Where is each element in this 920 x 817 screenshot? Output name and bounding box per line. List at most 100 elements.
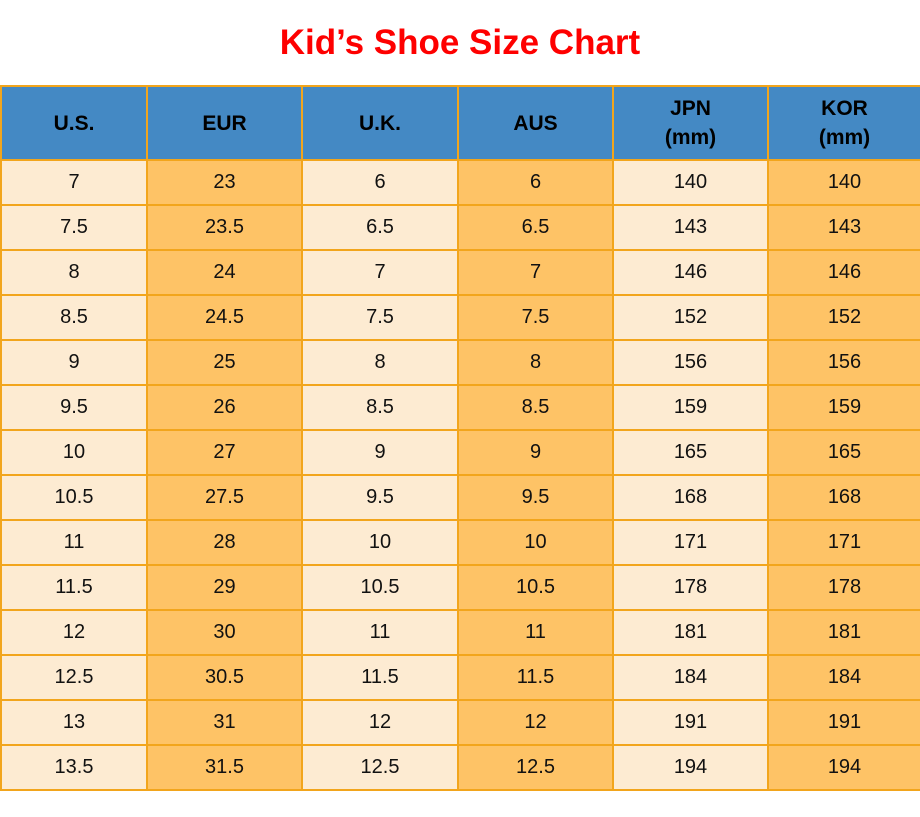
cell-us: 9.5 <box>0 384 148 431</box>
cell-jpn: 171 <box>612 519 769 566</box>
cell-us: 13 <box>0 699 148 746</box>
cell-jpn: 143 <box>612 204 769 251</box>
cell-kor: 184 <box>767 654 920 701</box>
cell-kor: 181 <box>767 609 920 656</box>
cell-eur: 27 <box>146 429 303 476</box>
table-body: 7 23 6 6 140 140 7.5 23.5 6.5 6.5 143 143 8 24 7 7 146 14… <box>0 159 920 791</box>
cell-aus: 7 <box>457 249 614 296</box>
cell-kor: 165 <box>767 429 920 476</box>
table-row: 7.5 23.5 6.5 6.5 143 143 <box>0 204 920 251</box>
cell-uk: 11 <box>301 609 459 656</box>
cell-eur: 25 <box>146 339 303 386</box>
column-header-us: U.S. <box>0 85 148 161</box>
cell-aus: 6 <box>457 159 614 206</box>
cell-jpn: 165 <box>612 429 769 476</box>
column-unit: (mm) <box>664 126 717 149</box>
cell-uk: 12.5 <box>301 744 459 791</box>
cell-eur: 31.5 <box>146 744 303 791</box>
cell-aus: 8.5 <box>457 384 614 431</box>
column-header-uk: U.K. <box>301 85 459 161</box>
cell-jpn: 184 <box>612 654 769 701</box>
cell-kor: 194 <box>767 744 920 791</box>
cell-jpn: 168 <box>612 474 769 521</box>
cell-us: 12.5 <box>0 654 148 701</box>
column-label: JPN <box>670 97 711 120</box>
cell-kor: 152 <box>767 294 920 341</box>
column-label: U.S. <box>53 111 95 135</box>
cell-eur: 30 <box>146 609 303 656</box>
table-header-row: U.S. EUR U.K. AUS JPN (mm) KOR (mm) <box>0 85 920 161</box>
cell-uk: 10 <box>301 519 459 566</box>
cell-aus: 11.5 <box>457 654 614 701</box>
table-row: 11 28 10 10 171 171 <box>0 519 920 566</box>
column-unit: (mm) <box>818 126 871 149</box>
cell-aus: 10 <box>457 519 614 566</box>
cell-us: 10.5 <box>0 474 148 521</box>
cell-uk: 8 <box>301 339 459 386</box>
table-row: 9 25 8 8 156 156 <box>0 339 920 386</box>
column-label: U.K. <box>359 111 401 135</box>
column-label: AUS <box>513 111 558 135</box>
cell-us: 10 <box>0 429 148 476</box>
cell-uk: 12 <box>301 699 459 746</box>
cell-eur: 24.5 <box>146 294 303 341</box>
cell-kor: 143 <box>767 204 920 251</box>
cell-aus: 9.5 <box>457 474 614 521</box>
cell-eur: 26 <box>146 384 303 431</box>
cell-kor: 191 <box>767 699 920 746</box>
cell-uk: 7 <box>301 249 459 296</box>
cell-eur: 28 <box>146 519 303 566</box>
cell-uk: 6 <box>301 159 459 206</box>
cell-aus: 12 <box>457 699 614 746</box>
cell-uk: 9.5 <box>301 474 459 521</box>
column-header-kor: KOR (mm) <box>767 85 920 161</box>
cell-jpn: 181 <box>612 609 769 656</box>
cell-aus: 8 <box>457 339 614 386</box>
cell-aus: 9 <box>457 429 614 476</box>
column-header-eur: EUR <box>146 85 303 161</box>
cell-uk: 7.5 <box>301 294 459 341</box>
table-row: 9.5 26 8.5 8.5 159 159 <box>0 384 920 431</box>
cell-us: 11 <box>0 519 148 566</box>
shoe-size-table: U.S. EUR U.K. AUS JPN (mm) KOR (mm) 7 23 6 6 140 140… <box>0 85 920 791</box>
cell-us: 12 <box>0 609 148 656</box>
table-row: 10.5 27.5 9.5 9.5 168 168 <box>0 474 920 521</box>
table-row: 11.5 29 10.5 10.5 178 178 <box>0 564 920 611</box>
cell-jpn: 140 <box>612 159 769 206</box>
column-label: EUR <box>202 111 247 135</box>
page-title: Kid’s Shoe Size Chart <box>279 22 641 62</box>
cell-aus: 12.5 <box>457 744 614 791</box>
cell-us: 13.5 <box>0 744 148 791</box>
cell-kor: 171 <box>767 519 920 566</box>
title-bar: Kid’s Shoe Size Chart <box>0 0 920 85</box>
cell-jpn: 194 <box>612 744 769 791</box>
table-row: 13.5 31.5 12.5 12.5 194 194 <box>0 744 920 791</box>
cell-jpn: 152 <box>612 294 769 341</box>
cell-eur: 23.5 <box>146 204 303 251</box>
cell-kor: 159 <box>767 384 920 431</box>
cell-eur: 24 <box>146 249 303 296</box>
cell-us: 8.5 <box>0 294 148 341</box>
cell-eur: 27.5 <box>146 474 303 521</box>
cell-kor: 140 <box>767 159 920 206</box>
cell-eur: 23 <box>146 159 303 206</box>
cell-jpn: 191 <box>612 699 769 746</box>
table-row: 7 23 6 6 140 140 <box>0 159 920 206</box>
cell-kor: 156 <box>767 339 920 386</box>
cell-jpn: 156 <box>612 339 769 386</box>
cell-eur: 31 <box>146 699 303 746</box>
table-row: 12 30 11 11 181 181 <box>0 609 920 656</box>
table-row: 8.5 24.5 7.5 7.5 152 152 <box>0 294 920 341</box>
cell-aus: 7.5 <box>457 294 614 341</box>
cell-aus: 10.5 <box>457 564 614 611</box>
cell-us: 11.5 <box>0 564 148 611</box>
table-row: 12.5 30.5 11.5 11.5 184 184 <box>0 654 920 701</box>
cell-jpn: 159 <box>612 384 769 431</box>
table-row: 13 31 12 12 191 191 <box>0 699 920 746</box>
cell-kor: 178 <box>767 564 920 611</box>
cell-uk: 8.5 <box>301 384 459 431</box>
column-header-aus: AUS <box>457 85 614 161</box>
cell-uk: 10.5 <box>301 564 459 611</box>
column-header-jpn: JPN (mm) <box>612 85 769 161</box>
